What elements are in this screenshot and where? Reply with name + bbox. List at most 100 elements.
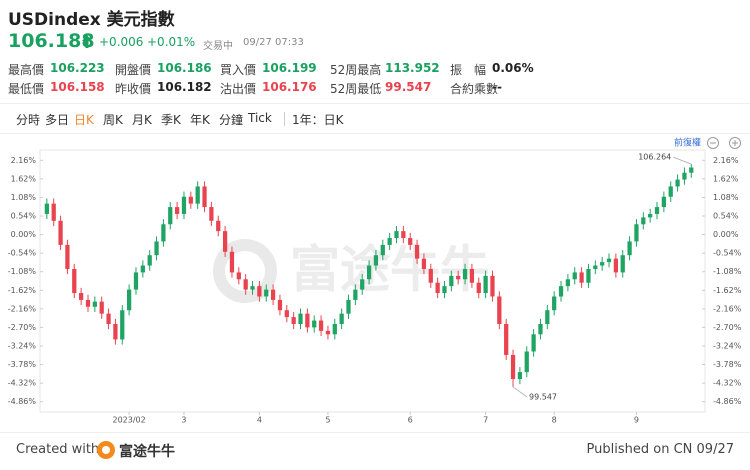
- candle-body: [435, 282, 440, 294]
- tab[interactable]: 年K: [190, 113, 210, 127]
- candle-body: [264, 289, 269, 297]
- candle-body: [92, 301, 97, 307]
- candle-body: [469, 268, 475, 283]
- candle-body: [58, 220, 63, 245]
- stat-value: 106.182: [157, 80, 212, 94]
- y-tick-label: -4.86%: [8, 397, 37, 406]
- candle-body: [133, 272, 139, 290]
- candle-body: [558, 286, 564, 297]
- candle-body: [318, 320, 324, 331]
- tab[interactable]: Tick: [248, 111, 272, 125]
- watermark: 富途牛牛: [290, 241, 490, 299]
- y-tick-label: -4.86%: [713, 397, 742, 406]
- candle-body: [394, 231, 399, 239]
- candle-body: [236, 272, 241, 280]
- candle-body: [106, 313, 111, 324]
- candle-body: [181, 196, 187, 214]
- candle-body: [298, 313, 303, 324]
- candle-body: [284, 310, 289, 318]
- brand: 富途牛牛: [119, 444, 175, 460]
- candle-body: [442, 286, 447, 294]
- candle-body: [497, 296, 502, 324]
- candle-body: [195, 186, 200, 204]
- annotation: 106.264: [638, 153, 671, 162]
- tab[interactable]: 多日: [45, 113, 70, 127]
- y-tick-label: -2.16%: [8, 304, 37, 313]
- y-tick-label: -0.54%: [8, 249, 37, 258]
- y-tick-label: -3.24%: [8, 341, 37, 350]
- candle-body: [490, 275, 495, 297]
- candle-body: [401, 231, 406, 239]
- candle-body: [270, 289, 276, 300]
- candle-body: [421, 258, 427, 269]
- tab[interactable]: 分鐘: [219, 113, 244, 127]
- candle-body: [654, 207, 660, 214]
- candle-body: [476, 282, 481, 294]
- candle-body: [565, 279, 571, 287]
- y-tick-label: 1.08%: [11, 193, 37, 202]
- status: 交易中: [203, 41, 233, 52]
- tab[interactable]: 分時: [16, 113, 41, 127]
- x-tick-label: 9: [634, 416, 639, 425]
- zoom-in[interactable]: [729, 137, 741, 149]
- stat-value: 106.199: [262, 61, 317, 75]
- stat-value: 106.158: [50, 80, 105, 94]
- candle-body: [277, 299, 283, 311]
- price: 106.188: [8, 30, 95, 52]
- stat-value: --: [492, 80, 502, 94]
- y-tick-label: -4.32%: [713, 379, 742, 388]
- published: Published on CN 09/27: [586, 442, 734, 457]
- candle-body: [517, 372, 523, 379]
- candle-body: [483, 275, 488, 294]
- zoom-out[interactable]: [707, 137, 719, 149]
- tab[interactable]: 日K: [74, 113, 94, 127]
- tab[interactable]: 月K: [132, 113, 152, 127]
- candle-body: [387, 238, 392, 245]
- x-tick-label: 8: [552, 416, 557, 425]
- candle-body: [641, 217, 646, 225]
- candle-body: [85, 299, 91, 307]
- y-tick-label: -3.24%: [713, 341, 742, 350]
- range-tab[interactable]: 1年：日K: [292, 113, 344, 127]
- y-tick-label: 0.54%: [713, 212, 739, 221]
- candle-body: [531, 334, 536, 352]
- candle-body: [147, 255, 152, 266]
- candle-body: [168, 207, 173, 225]
- candle-body: [613, 258, 619, 273]
- candle-body: [373, 255, 379, 266]
- candle-body: [257, 286, 262, 297]
- candle-body: [600, 262, 605, 266]
- y-tick-label: -1.62%: [713, 286, 742, 295]
- stat-label: 開盤價: [115, 63, 152, 77]
- annotation-leader: [512, 386, 528, 398]
- tab[interactable]: 季K: [161, 113, 181, 127]
- stat-label: 振 幅: [450, 63, 487, 77]
- y-tick-label: 1.08%: [713, 193, 739, 202]
- candle-body: [380, 244, 385, 256]
- title: USDindex 美元指數: [8, 10, 175, 30]
- tab[interactable]: 周K: [103, 113, 123, 127]
- y-tick-label: 1.62%: [713, 174, 739, 183]
- divider: [0, 133, 750, 134]
- y-tick-label: 0.00%: [11, 230, 37, 239]
- candle-body: [346, 299, 351, 314]
- candle-body: [689, 167, 694, 173]
- time: 09/27 07:33: [243, 37, 304, 48]
- candle-body: [462, 268, 468, 280]
- plot-frame: [39, 149, 706, 413]
- watermark-logo: [213, 239, 277, 303]
- candle-body: [312, 320, 317, 328]
- candle-body: [161, 224, 166, 242]
- stat-value: 106.176: [262, 80, 317, 94]
- stat-label: 最高價: [8, 63, 45, 77]
- stat-value: 0.06%: [492, 61, 534, 75]
- candle-body: [586, 268, 591, 283]
- candle-body: [504, 323, 509, 355]
- candle-body: [456, 275, 461, 280]
- candle-body: [627, 241, 632, 256]
- candle-body: [353, 289, 358, 300]
- candle-body: [51, 203, 56, 221]
- stat-label: 合約乘數: [450, 82, 499, 96]
- candle-body: [668, 186, 673, 197]
- candle-body: [291, 317, 296, 324]
